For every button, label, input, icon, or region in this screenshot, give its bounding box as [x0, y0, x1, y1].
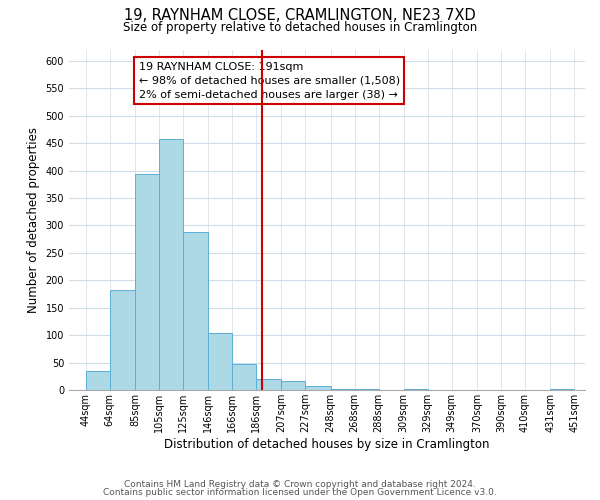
- Bar: [159, 139, 183, 390]
- Bar: [86, 371, 110, 390]
- Bar: [208, 333, 232, 390]
- Y-axis label: Number of detached properties: Number of detached properties: [27, 127, 40, 313]
- Text: Contains public sector information licensed under the Open Government Licence v3: Contains public sector information licen…: [103, 488, 497, 497]
- Bar: [110, 290, 135, 390]
- Text: Size of property relative to detached houses in Cramlington: Size of property relative to detached ho…: [123, 21, 477, 34]
- Text: 19, RAYNHAM CLOSE, CRAMLINGTON, NE23 7XD: 19, RAYNHAM CLOSE, CRAMLINGTON, NE23 7XD: [124, 8, 476, 22]
- Bar: [232, 364, 256, 390]
- Bar: [135, 174, 159, 390]
- Bar: [256, 379, 281, 390]
- Bar: [183, 232, 208, 390]
- Bar: [281, 381, 305, 390]
- Bar: [305, 386, 331, 390]
- Text: Contains HM Land Registry data © Crown copyright and database right 2024.: Contains HM Land Registry data © Crown c…: [124, 480, 476, 489]
- Text: 19 RAYNHAM CLOSE: 191sqm
← 98% of detached houses are smaller (1,508)
2% of semi: 19 RAYNHAM CLOSE: 191sqm ← 98% of detach…: [139, 62, 400, 100]
- X-axis label: Distribution of detached houses by size in Cramlington: Distribution of detached houses by size …: [164, 438, 490, 451]
